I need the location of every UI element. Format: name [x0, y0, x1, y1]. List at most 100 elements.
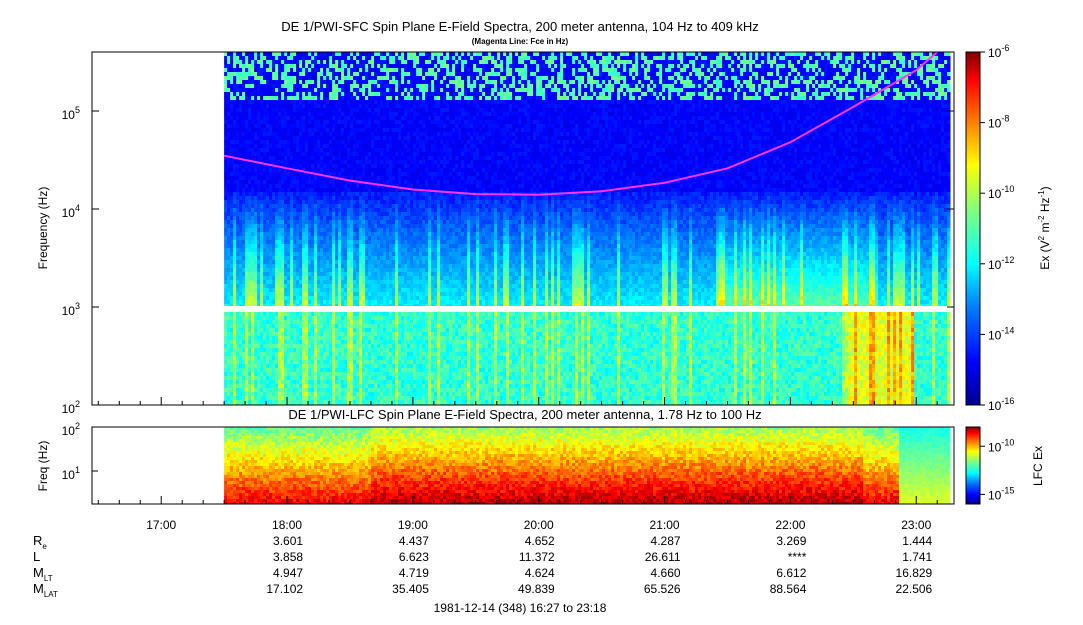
spectrogram-cell [359, 200, 363, 205]
spectrogram-cell [281, 100, 285, 105]
spectrogram-cell [302, 144, 306, 149]
spectrogram-cell [269, 280, 273, 285]
spectrogram-cell [338, 296, 342, 301]
spectrogram-cell [329, 96, 333, 101]
spectrogram-cell [260, 72, 264, 77]
spectrogram-cell [302, 72, 306, 77]
spectrogram-cell [386, 400, 390, 405]
spectrogram-cell [371, 324, 375, 329]
spectrogram-cell [242, 328, 246, 333]
spectrogram-cell [290, 144, 294, 149]
spectrogram-cell [323, 208, 327, 213]
spectrogram-cell [368, 60, 372, 65]
spectrogram-cell [284, 212, 288, 217]
spectrogram-cell [245, 196, 249, 201]
spectrogram-cell [335, 204, 339, 209]
spectrogram-cell [299, 344, 303, 349]
spectrogram-cell [323, 64, 327, 69]
spectrogram-cell [278, 320, 282, 325]
spectrogram-cell [317, 200, 321, 205]
spectrogram-cell [371, 292, 375, 297]
spectrogram-cell [356, 144, 360, 149]
spectrogram-cell [320, 232, 324, 237]
spectrogram-cell [293, 132, 297, 137]
spectrogram-cell [359, 112, 363, 117]
spectrogram-cell [284, 368, 288, 373]
spectrogram-cell [272, 340, 276, 345]
spectrogram-cell [368, 276, 372, 281]
spectrogram-cell [254, 248, 258, 253]
spectrogram-cell [248, 352, 252, 357]
spectrogram-cell [305, 132, 309, 137]
spectrogram-cell [266, 240, 270, 245]
spectrogram-cell [290, 220, 294, 225]
spectrogram-cell [272, 168, 276, 173]
spectrogram-cell [287, 140, 291, 145]
spectrogram-cell [242, 200, 246, 205]
spectrogram-cell [344, 84, 348, 89]
spectrogram-cell [359, 344, 363, 349]
spectrogram-cell [260, 248, 264, 253]
spectrogram-cell [368, 364, 372, 369]
spectrogram-cell [329, 264, 333, 269]
spectrogram-cell [335, 84, 339, 89]
spectrogram-cell [224, 76, 228, 81]
spectrogram-cell [389, 364, 393, 369]
spectrogram-cell [365, 152, 369, 157]
spectrogram-cell [284, 352, 288, 357]
spectrogram-cell [314, 292, 318, 297]
spectrogram-cell [350, 160, 354, 165]
spectrogram-cell [314, 164, 318, 169]
spectrogram-cell [272, 336, 276, 341]
spectrogram-cell [323, 140, 327, 145]
spectrogram-cell [308, 316, 312, 321]
spectrogram-cell [236, 88, 240, 93]
spectrogram-cell [320, 68, 324, 73]
spectrogram-cell [383, 340, 387, 345]
spectrogram-cell [380, 392, 384, 397]
spectrogram-cell [308, 252, 312, 257]
spectrogram-cell [296, 216, 300, 221]
spectrogram-cell [305, 260, 309, 265]
spectrogram-cell [371, 400, 375, 405]
spectrogram-cell [356, 320, 360, 325]
spectrogram-cell [224, 128, 228, 133]
spectrogram-cell [230, 324, 234, 329]
spectrogram-cell [368, 324, 372, 329]
spectrogram-cell [239, 244, 243, 249]
spectrogram-cell [281, 392, 285, 397]
spectrogram-cell [254, 264, 258, 269]
spectrogram-cell [254, 284, 258, 289]
spectrogram-cell [293, 112, 297, 117]
spectrogram-cell [305, 220, 309, 225]
spectrogram-cell [269, 376, 273, 381]
spectrogram-cell [311, 124, 315, 129]
spectrogram-cell [266, 88, 270, 93]
spectrogram-cell [293, 100, 297, 105]
spectrogram-cell [230, 380, 234, 385]
spectrogram-cell [227, 336, 231, 341]
spectrogram-cell [338, 280, 342, 285]
spectrogram-cell [380, 168, 384, 173]
spectrogram-cell [311, 72, 315, 77]
spectrogram-cell [236, 264, 240, 269]
spectrogram-cell [344, 164, 348, 169]
spectrogram-cell [323, 184, 327, 189]
spectrogram-cell [371, 256, 375, 261]
spectrogram-cell [245, 340, 249, 345]
spectrogram-cell [344, 384, 348, 389]
spectrogram-cell [389, 208, 393, 213]
spectrogram-cell [356, 396, 360, 401]
spectrogram-cell [317, 244, 321, 249]
spectrogram-cell [374, 184, 378, 189]
spectrogram-cell [371, 124, 375, 129]
spectrogram-cell [326, 140, 330, 145]
spectrogram-cell [359, 364, 363, 369]
spectrogram-cell [239, 196, 243, 201]
spectrogram-cell [389, 232, 393, 237]
spectrogram-cell [260, 224, 264, 229]
spectrogram-cell [236, 160, 240, 165]
spectrogram-cell [356, 360, 360, 365]
spectrogram-cell [359, 188, 363, 193]
spectrogram-cell [359, 152, 363, 157]
